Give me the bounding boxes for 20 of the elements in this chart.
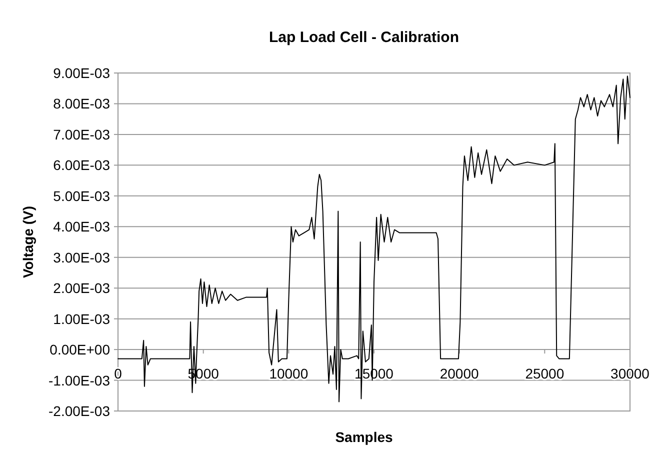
chart-title: Lap Load Cell - Calibration: [268, 29, 460, 46]
y-tick-label: 8.00E-03: [53, 96, 110, 112]
y-tick-label: 5.00E-03: [53, 188, 110, 204]
y-tick-label: 9.00E-03: [53, 65, 110, 81]
x-tick-label: 25000: [525, 366, 564, 382]
y-tick-label: 0.00E+00: [50, 342, 110, 358]
x-tick-label: 20000: [440, 366, 480, 382]
y-tick-label: -2.00E-03: [48, 403, 110, 419]
y-tick-label: 2.00E-03: [53, 280, 110, 296]
y-axis-title: Voltage (V): [20, 206, 36, 278]
x-tick-label: 0: [114, 366, 122, 382]
y-tick-label: -1.00E-03: [48, 372, 110, 388]
y-tick-label: 3.00E-03: [53, 249, 110, 266]
y-tick-label: 6.00E-03: [53, 157, 110, 174]
y-tick-label: 7.00E-03: [53, 126, 110, 142]
x-tick-label: 10000: [269, 366, 308, 382]
x-tick-label: 30000: [610, 366, 650, 382]
x-axis-title: Samples: [335, 429, 394, 445]
y-tick-label: 4.00E-03: [53, 218, 110, 235]
y-tick-label: 1.00E-03: [53, 310, 110, 327]
